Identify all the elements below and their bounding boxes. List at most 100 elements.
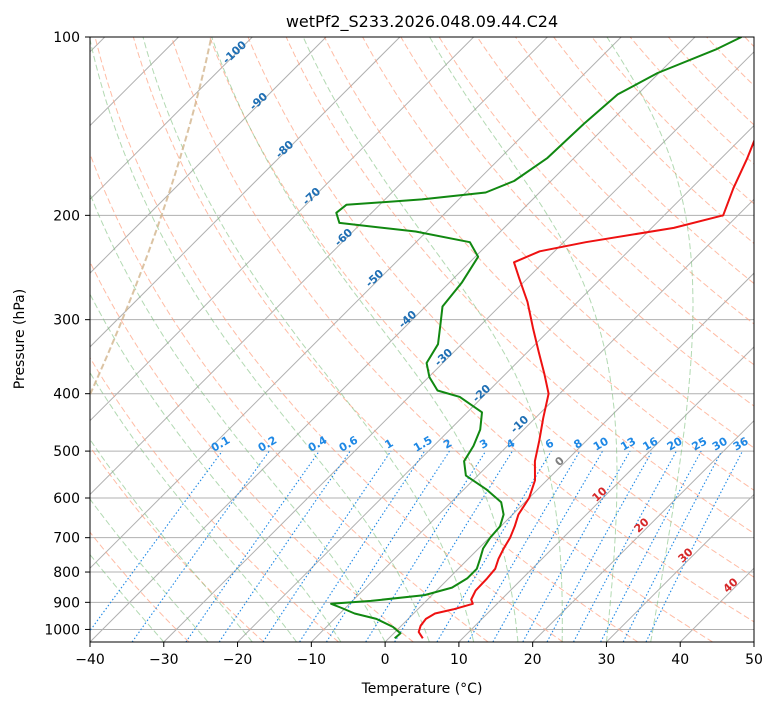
mixing-ratio-line xyxy=(436,450,552,642)
isotherm-line xyxy=(163,51,754,642)
chart-title: wetPf2_S233.2026.048.09.44.C24 xyxy=(286,12,558,32)
isentrope-label: -90 xyxy=(247,90,271,113)
dry-adiabat-line xyxy=(400,37,754,407)
y-axis-title: Pressure (hPa) xyxy=(12,289,28,389)
x-tick-label: 40 xyxy=(671,652,689,668)
moist-adiabat-line xyxy=(90,438,253,642)
isotherm-line xyxy=(237,124,754,642)
y-tick-label: 600 xyxy=(53,491,80,507)
isotherm-line xyxy=(310,198,754,642)
x-axis-title: Temperature (°C) xyxy=(361,681,483,697)
y-tick-label: 500 xyxy=(53,444,80,460)
mixing-ratio-line xyxy=(573,450,677,642)
y-tick-label: 400 xyxy=(53,387,80,403)
reference-curve xyxy=(90,37,213,397)
mixing-ratio-line xyxy=(365,450,487,642)
isotherm-line xyxy=(90,37,253,201)
dry-adiabat-line xyxy=(629,37,754,165)
moist-adiabat-line xyxy=(142,37,475,642)
plot-frame xyxy=(89,36,755,643)
isentrope-label: -100 xyxy=(220,38,249,67)
mixing-ratio-line xyxy=(90,450,223,632)
mixing-ratio-line xyxy=(218,450,351,642)
x-tick-label: 20 xyxy=(524,652,542,668)
dry-adiabat-line xyxy=(90,531,190,642)
dry-adiabat-line xyxy=(705,37,754,87)
mixing-ratio-label: 2 xyxy=(441,437,454,452)
isotherm-line xyxy=(532,419,754,642)
y-tick-label: 200 xyxy=(53,208,80,224)
mixing-ratio-line xyxy=(622,450,723,642)
isotherm-line xyxy=(753,641,754,642)
x-tick-label: −30 xyxy=(149,652,179,668)
isentrope-label: -10 xyxy=(508,413,532,436)
isentrope-label: 40 xyxy=(721,575,741,595)
y-tick-label: 100 xyxy=(53,30,80,46)
moist-adiabat-line xyxy=(302,37,563,642)
isotherm-line xyxy=(90,37,401,348)
isotherm-line xyxy=(90,37,475,422)
isentrope-label: -70 xyxy=(300,185,324,208)
x-tick-label: 10 xyxy=(450,652,468,668)
x-tick-label: −10 xyxy=(297,652,327,668)
dry-adiabat-line xyxy=(667,37,754,126)
dry-adiabat-line xyxy=(553,37,754,245)
isentrope-label: -50 xyxy=(363,267,387,290)
dry-adiabat-line xyxy=(132,37,639,642)
y-tick-label: 700 xyxy=(53,531,80,547)
isentrope-label: -40 xyxy=(396,308,420,331)
moist-adiabat-line xyxy=(211,37,519,642)
isentrope-label: -20 xyxy=(470,382,494,405)
mixing-ratio-line xyxy=(262,450,392,642)
isotherm-line xyxy=(606,493,754,642)
y-tick-label: 300 xyxy=(53,313,80,329)
dry-adiabat-line xyxy=(476,37,754,325)
dry-adiabat-line xyxy=(247,37,754,578)
isentrope-label: 0 xyxy=(552,454,567,469)
isentrope-label: -80 xyxy=(273,138,297,161)
isotherm-line xyxy=(90,37,327,274)
isotherm-line xyxy=(384,272,754,642)
isotherm-line xyxy=(679,567,754,642)
mixing-ratio-line xyxy=(522,450,631,642)
moist-adiabat-line xyxy=(90,553,165,642)
moist-adiabat-line xyxy=(429,37,618,642)
isotherm-line xyxy=(90,37,548,496)
mixing-ratio-line xyxy=(299,450,426,642)
dry-adiabat-line xyxy=(90,152,489,642)
mixing-ratio-line xyxy=(492,450,604,642)
dry-adiabat-line xyxy=(438,37,754,366)
y-tick-label: 1000 xyxy=(44,622,80,638)
mixing-ratio-line xyxy=(645,450,743,642)
x-tick-label: 0 xyxy=(381,652,390,668)
x-tick-label: 30 xyxy=(598,652,616,668)
mixing-ratio-line xyxy=(600,450,702,642)
x-tick-label: −40 xyxy=(75,652,105,668)
dry-adiabat-line xyxy=(171,37,713,642)
dry-adiabat-line xyxy=(90,260,414,642)
dry-adiabat-line xyxy=(285,37,754,534)
moist-adiabat-line xyxy=(90,498,209,642)
mixing-ratio-line xyxy=(325,450,450,642)
dry-adiabat-line xyxy=(591,37,754,205)
moist-adiabat-line xyxy=(90,37,430,642)
y-tick-label: 800 xyxy=(53,565,80,581)
mixing-ratio-label: 4 xyxy=(504,436,517,451)
dry-adiabat-line xyxy=(94,37,564,642)
temperature-line xyxy=(417,138,754,639)
mixing-ratio-label: 6 xyxy=(543,436,556,451)
x-tick-label: 50 xyxy=(745,652,763,668)
dry-adiabat-line xyxy=(771,25,775,643)
isentrope-label: 20 xyxy=(632,515,652,535)
x-tick-label: −20 xyxy=(223,652,253,668)
y-tick-label: 900 xyxy=(53,595,80,611)
moist-adiabat-line xyxy=(90,371,297,642)
isentrope-label: -60 xyxy=(332,226,356,249)
isotherm-line xyxy=(458,346,754,642)
dry-adiabat-line xyxy=(323,37,754,491)
isotherm-line xyxy=(90,37,622,569)
moist-adiabat-line xyxy=(90,192,386,642)
mixing-ratio-line xyxy=(394,450,513,642)
dry-adiabat-line xyxy=(362,37,754,449)
